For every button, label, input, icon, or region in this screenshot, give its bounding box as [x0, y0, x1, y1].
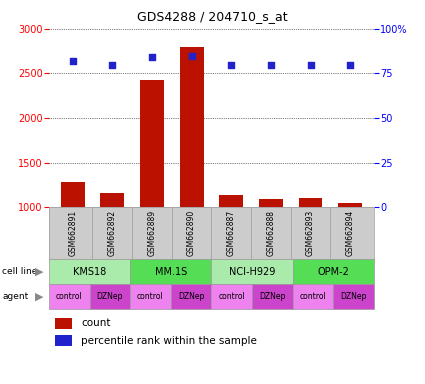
Bar	[61, 182, 85, 296]
Text: percentile rank within the sample: percentile rank within the sample	[82, 336, 257, 346]
Bar	[130, 284, 171, 309]
Bar	[49, 259, 130, 284]
Point	[347, 61, 354, 68]
Text: GSM662888: GSM662888	[266, 210, 275, 256]
Bar	[219, 195, 243, 296]
Point	[267, 61, 274, 68]
Text: DZNep: DZNep	[340, 292, 367, 301]
Text: control: control	[218, 292, 245, 301]
Text: DZNep: DZNep	[96, 292, 123, 301]
Point	[109, 61, 116, 68]
Text: NCI-H929: NCI-H929	[229, 266, 275, 277]
Text: OPM-2: OPM-2	[317, 266, 349, 277]
Text: ▶: ▶	[35, 291, 44, 302]
Bar	[49, 284, 90, 309]
Bar	[333, 284, 374, 309]
Bar	[299, 197, 323, 296]
Bar	[55, 336, 72, 346]
Text: control: control	[137, 292, 164, 301]
Text: MM.1S: MM.1S	[155, 266, 187, 277]
Bar	[180, 46, 204, 296]
Bar	[55, 318, 72, 329]
Bar	[130, 259, 211, 284]
Bar	[90, 284, 130, 309]
Point	[307, 61, 314, 68]
Bar	[211, 284, 252, 309]
Point	[228, 61, 235, 68]
Bar	[338, 203, 362, 296]
Text: GSM662890: GSM662890	[187, 210, 196, 257]
Bar	[252, 284, 293, 309]
Text: DZNep: DZNep	[178, 292, 204, 301]
Text: GSM662894: GSM662894	[346, 210, 355, 257]
Bar	[259, 199, 283, 296]
Bar	[140, 80, 164, 296]
Bar	[293, 259, 374, 284]
Text: DZNep: DZNep	[259, 292, 286, 301]
Bar	[211, 259, 293, 284]
Text: agent: agent	[2, 292, 28, 301]
Bar	[171, 284, 211, 309]
Text: control: control	[56, 292, 82, 301]
Point	[149, 54, 156, 60]
Text: ▶: ▶	[35, 266, 44, 277]
Text: GSM662889: GSM662889	[147, 210, 156, 257]
Text: KMS18: KMS18	[73, 266, 106, 277]
Text: cell line: cell line	[2, 267, 37, 276]
Text: GDS4288 / 204710_s_at: GDS4288 / 204710_s_at	[137, 10, 288, 23]
Bar	[100, 193, 124, 296]
Text: count: count	[82, 318, 111, 328]
Text: GSM662891: GSM662891	[68, 210, 77, 257]
Point	[69, 58, 76, 64]
Text: GSM662892: GSM662892	[108, 210, 117, 257]
Text: GSM662893: GSM662893	[306, 210, 315, 257]
Text: control: control	[300, 292, 326, 301]
Point	[188, 53, 195, 59]
Text: GSM662887: GSM662887	[227, 210, 236, 257]
Bar	[293, 284, 333, 309]
